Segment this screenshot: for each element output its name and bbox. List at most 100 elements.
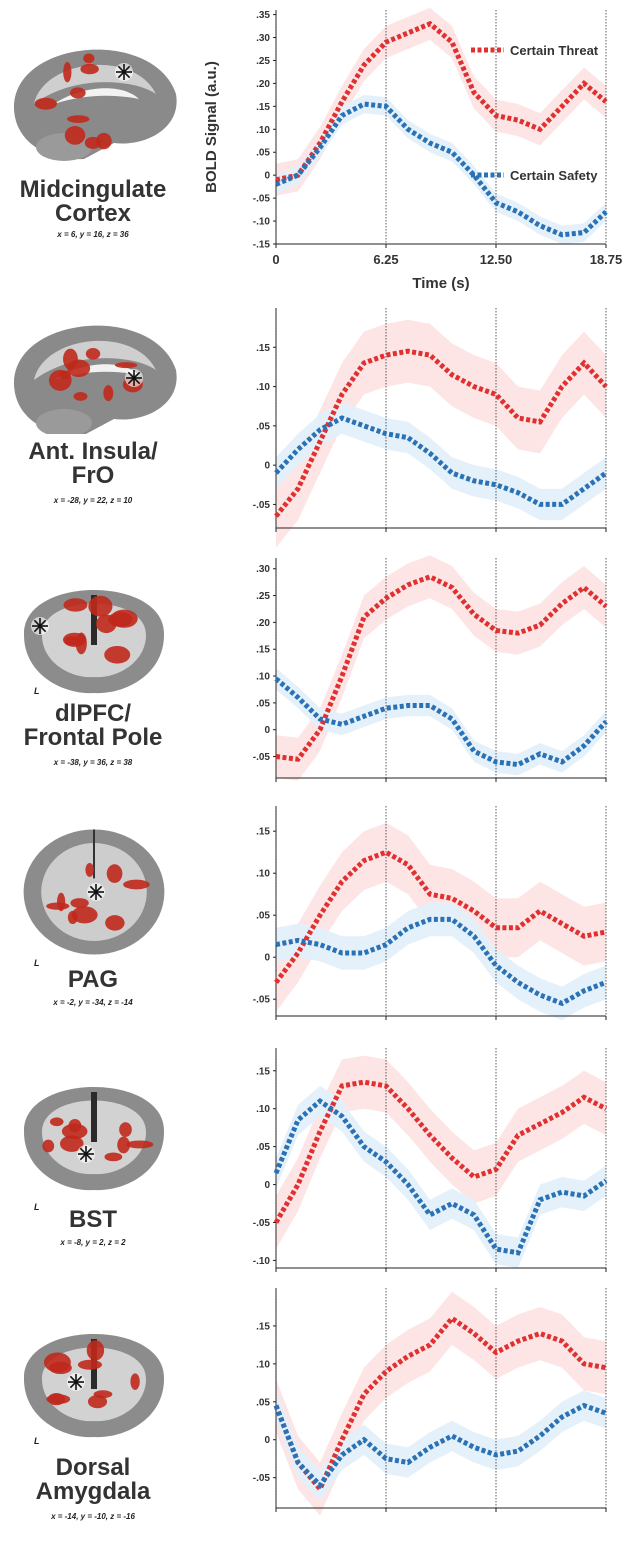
activation-blob [114,362,138,369]
y-tick-label: 0 [264,725,270,736]
activation-blob [61,1123,88,1140]
band-safety [276,1085,606,1268]
activation-blob [84,136,102,149]
activation-blob [43,1352,71,1373]
activation-blob [123,879,150,890]
y-tick-label: 0 [264,953,270,964]
activation-blob [85,862,94,877]
series-line-safety [274,676,608,768]
band-safety [276,1390,606,1501]
series-line-safety [273,1097,608,1256]
y-tick-label: -.05 [253,194,271,205]
y-tick-label: .15 [256,645,270,656]
y-tick-label: .20 [256,79,270,90]
brain-white-matter [34,340,156,380]
band-threat [276,555,606,781]
activation-blob [105,915,125,931]
activation-blob [46,1394,71,1404]
roi-asterisk-icon [77,1145,95,1163]
roi-asterisk-icon [87,883,105,901]
band-threat [276,1055,606,1250]
roi-asterisk-icon [115,63,133,81]
ventricle [91,595,97,645]
x-tick-label: 12.50 [480,252,513,267]
y-tick-label: .15 [256,1066,270,1077]
series-line-threat [275,574,608,762]
series-line-threat [275,20,608,183]
band-threat [276,7,606,196]
x-tick-label: 18.75 [590,252,623,267]
roi-asterisk-icon [125,369,143,387]
left-hemisphere-marker: L [34,686,40,696]
activation-blob [117,1136,130,1154]
panel-6: L Dorsal Amygdala x = -14, y = -10, z = -16… [0,1280,627,1543]
panel-2: Ant. Insula/FrO x = -28, y = 22, z = 10 -.… [0,300,627,550]
activation-blob [88,595,113,617]
y-tick-label: .10 [256,1104,270,1115]
region-name: dlPFC/Frontal Pole [23,700,163,752]
activation-blob [106,864,123,883]
activation-blob [85,348,101,360]
roi-asterisk-icon [31,617,49,635]
y-tick-label: -.05 [253,752,271,763]
y-tick-label: .10 [256,869,270,880]
activation-blob [77,1359,102,1370]
activation-blob [86,1340,105,1361]
brain-image [6,1320,182,1438]
brain-image [6,1062,182,1202]
series-line-threat [273,1314,607,1494]
y-tick-label: 0 [264,1435,270,1446]
y-tick-label: .10 [256,125,270,136]
activation-blob [83,53,95,64]
activation-blob [71,906,98,924]
y-tick-label: .05 [256,911,270,922]
y-tick-label: 0 [264,461,270,472]
brain-image [6,24,182,174]
left-hemisphere-marker: L [34,1202,40,1212]
activation-blob [63,348,78,370]
y-tick-label: .10 [256,382,270,393]
y-tick-label: .05 [256,1397,270,1408]
activation-blob [64,125,86,145]
activation-blob [34,97,57,110]
region-name: Ant. Insula/FrO [28,438,158,490]
region-name: BST [69,1206,117,1233]
x-tick-label: 6.25 [373,252,398,267]
x-axis-label: Time (s) [412,275,469,292]
cerebellum [36,409,92,434]
activation-blob [67,115,90,123]
region-name: Dorsal Amygdala [35,1454,151,1506]
bold-chart-2: -.05 0 .05 .10 .15 [253,308,608,548]
y-tick-label: -.05 [253,995,271,1006]
roi-asterisk-icon [67,1373,85,1391]
y-tick-label: .30 [256,33,270,44]
y-tick-label: .05 [256,1142,270,1153]
band-safety [276,668,606,776]
y-tick-label: .25 [256,591,270,602]
activation-blob [73,391,88,401]
y-tick-label: 0 [264,1180,270,1191]
brain-image [6,824,182,960]
series-line-safety [275,101,608,238]
left-hemisphere-marker: L [34,1436,40,1446]
left-hemisphere-marker: L [34,958,40,968]
x-tick-label: 0 [272,252,279,267]
band-threat [276,319,606,548]
legend-label-safety: Certain Safety [510,168,598,183]
activation-blob [63,598,88,612]
y-tick-label: .15 [256,827,270,838]
y-tick-label: .20 [256,618,270,629]
mni-coordinates: x = -14, y = -10, z = -16 [51,1512,135,1521]
brain-image [6,316,182,434]
y-tick-label: .15 [256,343,270,354]
band-safety [276,902,606,1021]
panel-5: L BST x = -8, y = 2, z = 2 -.10 -.05 0 .05 .10.… [0,1030,627,1280]
y-tick-label: .35 [256,10,270,21]
activation-blob [80,63,99,75]
activation-blob [70,87,86,99]
region-name: PAG [67,966,119,993]
activation-blob [67,910,78,925]
y-tick-label: .05 [256,698,270,709]
series-line-safety [273,1402,607,1490]
